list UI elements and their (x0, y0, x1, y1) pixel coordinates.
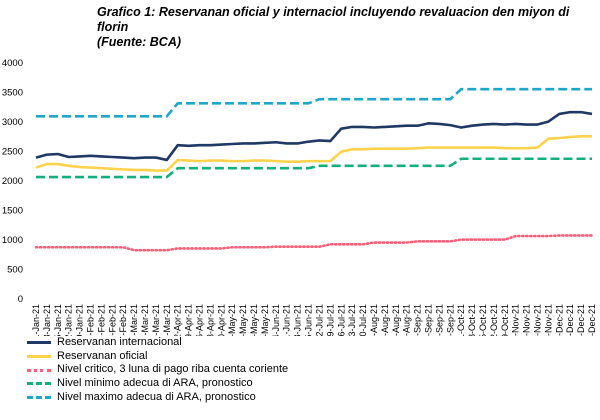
x-tick-label: 1-Jan-21 (31, 304, 41, 336)
y-tick-label: 0 (18, 294, 23, 305)
x-tick-label: 11-Jun-21 (282, 304, 292, 336)
x-tick-label: 30-Jul-21 (358, 304, 368, 336)
x-tick-label: 26-Feb-21 (118, 304, 128, 336)
y-tick-label: 1500 (2, 206, 23, 217)
y-tick-label: 3500 (2, 88, 23, 99)
x-tick-label: 8-Jan-21 (42, 304, 52, 336)
legend-item: Nivel minimo adecua di ARA, pronostico (27, 377, 288, 391)
x-tick-label: 9-Jul-21 (325, 304, 335, 336)
x-tick-label: 12-Mar-21 (140, 304, 150, 336)
line-chart: 0 500 1000 1500 2000 2500 3000 3500 4000 1-Jan-2… (2, 58, 597, 336)
series-line (35, 110, 593, 162)
legend-label: Reservanan internacional (57, 336, 182, 348)
x-tick-label: 15-Oct-21 (478, 304, 488, 336)
x-tick-label: 25-Jun-21 (304, 304, 314, 336)
x-tick-label: 5-Feb-21 (86, 304, 96, 336)
y-tick-label: 2500 (2, 147, 23, 158)
x-tick-label: 10-Sep-21 (423, 304, 433, 336)
series-line (34, 234, 594, 252)
x-tick-label: 28-May-21 (260, 304, 270, 336)
x-tick-label: 30-Apr-21 (216, 304, 226, 336)
x-tick-label: 29-Oct-21 (500, 304, 510, 336)
series-line (36, 157, 592, 179)
x-tick-label: 3-Dec-21 (554, 304, 564, 336)
chart-title: Grafico 1: Reservanan oficial y internac… (97, 5, 597, 50)
legend-swatch (27, 341, 51, 345)
series-line (36, 87, 592, 118)
y-tick-label: 1000 (2, 235, 23, 246)
x-tick-label: 24-Dec-21 (587, 304, 597, 336)
x-tick-label: 5-Nov-21 (511, 304, 521, 336)
legend-item: Nivel maximo adecua di ARA, pronostico (27, 391, 288, 405)
series-5 (35, 87, 593, 118)
y-tick-label: 4000 (2, 58, 23, 69)
x-tick-label: 13-Aug-21 (380, 304, 390, 336)
x-tick-label: 17-Sep-21 (434, 304, 444, 336)
x-tick-label: 21-May-21 (249, 304, 259, 336)
legend-swatch (27, 382, 51, 386)
x-tick-label: 22-Jan-21 (64, 304, 74, 336)
x-tick-label: 18-Jun-21 (293, 304, 303, 336)
x-tick-label: 10-Dec-21 (565, 304, 575, 336)
x-axis: 1-Jan-21 8-Jan-21 15-Jan-21 22-Jan-21 29-Jan… (31, 304, 597, 336)
legend-label: Nivel maximo adecua di ARA, pronostico (57, 390, 256, 403)
y-axis: 0 500 1000 1500 2000 2500 3000 3500 4000 (2, 58, 23, 305)
x-tick-label: 17-Dec-21 (576, 304, 586, 336)
series-4 (35, 157, 593, 179)
x-tick-label: 20-Aug-21 (391, 304, 401, 336)
series-line (35, 135, 592, 172)
x-tick-label: 16-Apr-21 (195, 304, 205, 336)
x-tick-label: 19-Mar-21 (151, 304, 161, 336)
legend-item: Nivel critico, 3 luna di pago riba cuent… (27, 363, 288, 377)
legend-swatch (27, 396, 51, 400)
x-tick-label: 12-Nov-21 (522, 304, 532, 336)
x-tick-label: 19-Nov-21 (532, 304, 542, 336)
x-tick-label: 12-Feb-21 (96, 304, 106, 336)
x-tick-label: 19-Feb-21 (107, 304, 117, 336)
x-tick-label: 5-Mar-21 (129, 304, 139, 336)
x-tick-label: 1-Oct-21 (456, 304, 466, 336)
x-tick-label: 2-Jul-21 (314, 304, 324, 336)
x-tick-label: 4-Jun-21 (271, 304, 281, 336)
legend-item: Reservanan oficial (27, 350, 288, 364)
x-tick-label: 22-Oct-21 (489, 304, 499, 336)
x-tick-label: 29-Jan-21 (75, 304, 85, 336)
legend-label: Reservanan oficial (57, 349, 148, 362)
chart-title-line-1: Grafico 1: Reservanan oficial y internac… (97, 5, 570, 34)
legend-label: Nivel critico, 3 luna di pago riba cuent… (57, 363, 289, 376)
x-tick-label: 9-Apr-21 (184, 304, 194, 336)
x-tick-label: 16-Jul-21 (336, 304, 346, 336)
legend-label: Nivel minimo adecua di ARA, pronostico (57, 377, 253, 390)
series-1 (35, 110, 593, 162)
y-tick-label: 2000 (2, 176, 23, 187)
legend-swatch (27, 368, 51, 372)
x-tick-label: 15-Jan-21 (53, 304, 63, 336)
y-tick-label: 500 (7, 265, 23, 276)
x-tick-label: 8-Oct-21 (467, 304, 477, 336)
series-2 (35, 135, 593, 172)
series-3 (34, 234, 594, 252)
y-tick-label: 3000 (2, 117, 23, 128)
x-tick-label: 24-Sep-21 (445, 304, 455, 336)
legend-swatch (27, 355, 51, 359)
x-tick-label: 7-May-21 (227, 304, 237, 336)
x-tick-label: 23-Apr-21 (205, 304, 215, 336)
series-layer (34, 87, 594, 252)
x-tick-label: 14-May-21 (238, 304, 248, 336)
x-tick-label: 3-Sep-21 (413, 304, 423, 336)
chart-title-line-2: (Fuente: BCA) (97, 35, 182, 49)
x-tick-label: 6-Aug-21 (369, 304, 379, 336)
x-tick-label: 27-Aug-21 (402, 304, 412, 336)
x-tick-label: 26-Nov-21 (543, 304, 553, 336)
x-tick-label: 23-Jul-21 (347, 304, 357, 336)
x-tick-label: 2-Apr-21 (173, 304, 183, 336)
legend-item: Reservanan internacional (27, 336, 288, 350)
chart-legend: Reservanan internacional Reservanan ofici… (27, 336, 288, 404)
x-tick-label: 26-Mar-21 (162, 304, 172, 336)
